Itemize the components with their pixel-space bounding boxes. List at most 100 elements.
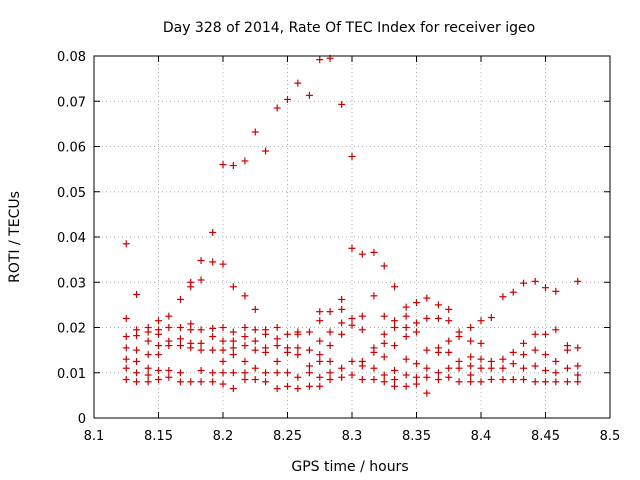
data-point [391, 283, 399, 291]
data-point [423, 364, 431, 372]
data-point [531, 346, 539, 354]
data-point [209, 228, 217, 236]
data-point [262, 348, 270, 356]
data-point [326, 376, 334, 384]
data-point [477, 317, 485, 325]
x-tick-label: 8.1 [84, 429, 105, 444]
data-point [187, 283, 195, 291]
data-point [229, 337, 237, 345]
data-point [574, 344, 582, 352]
data-point [316, 337, 324, 345]
data-point [209, 369, 217, 377]
data-point [413, 360, 420, 368]
data-point [358, 376, 366, 384]
data-point [316, 317, 324, 325]
data-point [316, 56, 324, 64]
data-point [133, 378, 141, 386]
data-point [358, 312, 366, 320]
data-point [380, 353, 388, 361]
y-axis-label: ROTI / TECUs [7, 191, 23, 283]
data-point [294, 351, 302, 359]
data-point [391, 317, 399, 325]
data-point [176, 295, 184, 303]
data-point [477, 339, 485, 347]
data-point [402, 371, 410, 379]
data-point [219, 369, 227, 377]
data-point [209, 258, 217, 266]
data-point [229, 162, 237, 170]
data-point [133, 369, 141, 377]
data-point [284, 348, 291, 356]
data-point [251, 305, 259, 313]
data-point [155, 317, 162, 325]
data-point [509, 348, 517, 356]
data-point [520, 339, 528, 347]
y-tick-label: 0.03 [57, 276, 86, 291]
data-point [380, 371, 388, 379]
data-point [241, 376, 249, 384]
data-point [370, 376, 378, 384]
data-point [423, 346, 431, 354]
data-point [455, 357, 463, 365]
data-point [455, 364, 463, 372]
data-point [305, 328, 313, 336]
data-point [251, 326, 259, 334]
x-tick-label: 8.4 [471, 429, 492, 444]
data-point [358, 362, 366, 370]
y-tick-label: 0.06 [57, 141, 86, 156]
data-point [509, 376, 517, 384]
data-point [370, 364, 378, 372]
data-point [477, 364, 485, 372]
data-point [358, 326, 366, 334]
data-point [326, 308, 334, 316]
data-point [531, 362, 539, 370]
data-point [499, 293, 507, 301]
data-point [122, 364, 130, 372]
data-point [531, 277, 539, 285]
data-point [284, 369, 291, 377]
data-point [273, 369, 281, 377]
data-point [176, 324, 184, 331]
data-point [133, 357, 141, 365]
data-point [402, 382, 410, 390]
data-point [176, 342, 184, 350]
data-point [122, 240, 130, 248]
data-point [229, 351, 237, 359]
data-point [251, 346, 259, 354]
data-point [499, 355, 507, 363]
data-point [273, 335, 281, 343]
data-point [209, 346, 217, 354]
data-point [423, 294, 431, 302]
data-point [434, 348, 442, 356]
data-point [262, 369, 270, 377]
data-point [326, 369, 334, 377]
data-point [423, 389, 431, 397]
data-point [133, 290, 141, 298]
x-tick-label: 8.25 [273, 429, 302, 444]
data-point [262, 330, 270, 338]
data-point [413, 373, 420, 381]
data-point [338, 373, 346, 381]
data-point [531, 330, 539, 338]
data-point [509, 360, 517, 368]
data-point [144, 328, 152, 336]
data-point [284, 382, 291, 390]
data-point [445, 348, 453, 356]
data-point [338, 305, 346, 313]
data-point [380, 330, 388, 338]
data-point [273, 342, 281, 350]
data-point [552, 369, 560, 377]
data-point [219, 380, 227, 388]
data-point [197, 366, 205, 374]
data-point [477, 355, 485, 363]
data-point [326, 357, 334, 365]
data-point [284, 95, 291, 103]
y-tick-label: 0.04 [57, 231, 86, 246]
data-point [165, 373, 173, 381]
data-point [294, 330, 302, 338]
x-tick-label: 8.15 [144, 429, 173, 444]
data-point [520, 351, 528, 359]
data-point [487, 314, 495, 322]
data-point [122, 333, 130, 341]
